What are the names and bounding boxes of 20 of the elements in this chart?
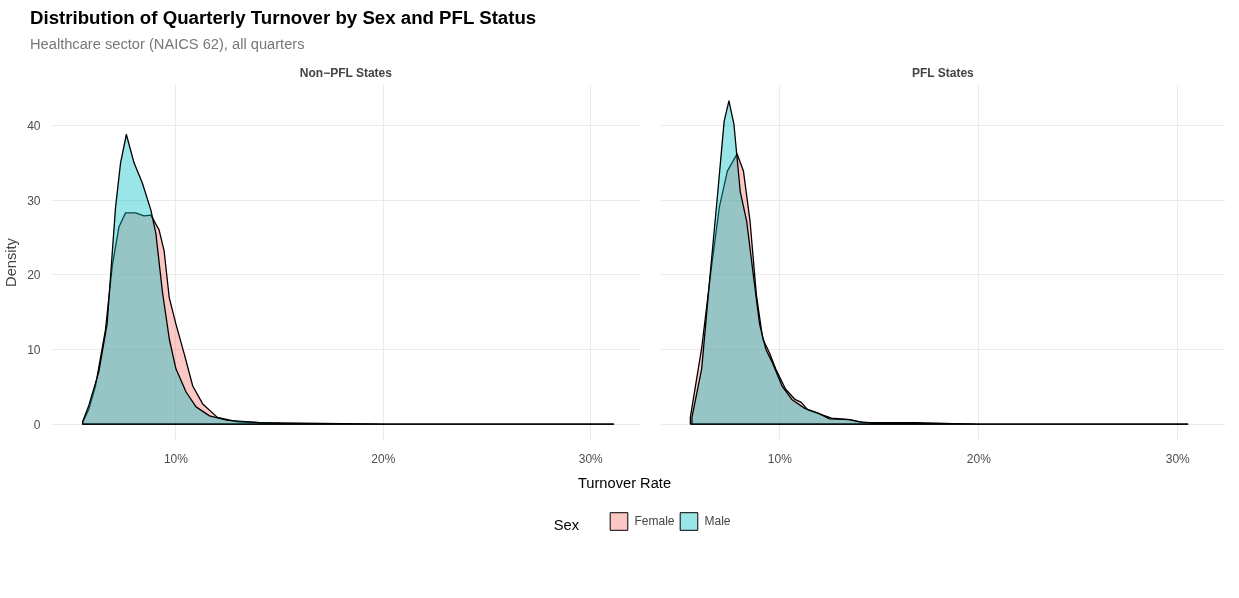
chart-title: PFL States <box>911 65 975 80</box>
legend-title: Sex <box>552 516 579 535</box>
chart-subtitle: Healthcare sector (NAICS 62), all quarters <box>30 34 306 54</box>
y-axis-title: Density <box>3 237 20 287</box>
y-tick-label: 0 <box>33 417 41 432</box>
y-tick-label: 40 <box>27 119 41 134</box>
x-tick-label: 20% <box>966 451 992 466</box>
x-tick-label: 10% <box>163 451 189 466</box>
x-tick-label: 30% <box>1165 451 1191 466</box>
y-tick-label: 30 <box>27 193 41 208</box>
y-tick-label: 20 <box>27 268 41 283</box>
x-axis-title: Turnover Rate <box>576 474 673 493</box>
legend-label: Male <box>704 514 731 528</box>
text: Non−PFL States <box>299 65 393 80</box>
x-tick-label: 30% <box>578 451 604 466</box>
x-tick-label: 10% <box>767 451 793 466</box>
x-tick-label: 20% <box>371 451 396 466</box>
chart-title: Distribution of Quarterly Turnover by Sex and PFL Status <box>30 6 537 30</box>
y-tick-label: 10 <box>27 342 41 357</box>
legend-label: Female <box>634 514 675 528</box>
